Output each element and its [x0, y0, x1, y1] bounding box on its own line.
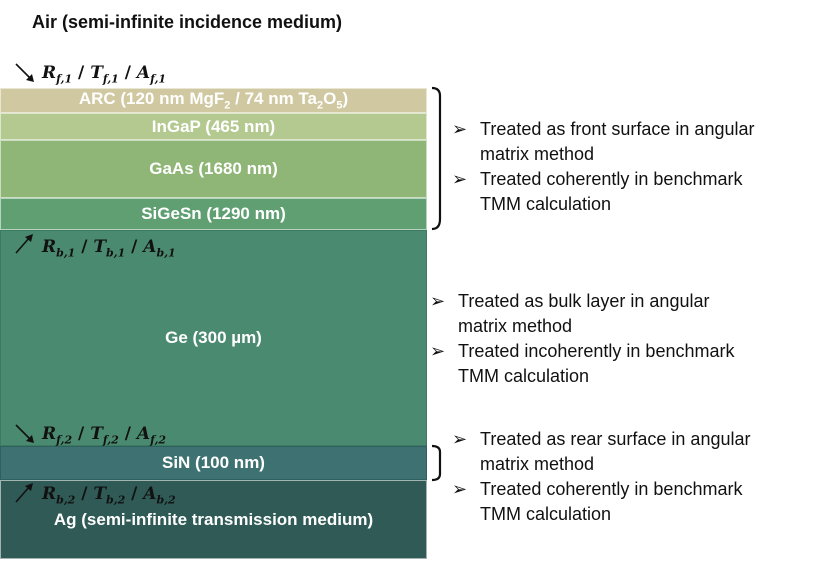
rear-stack-bracket [431, 444, 442, 482]
coefficients-front-1: Rf,1 / Tf,1 / Af,1 [42, 63, 167, 86]
incidence-medium-label: Air (semi-infinite incidence medium) [32, 12, 343, 32]
reflected-arrow-icon [15, 483, 33, 503]
reflected-arrow-icon [15, 234, 33, 254]
layer-ingap: InGaP (465 nm) [0, 113, 427, 140]
layer-sin-label: SiN (100 nm) [162, 453, 265, 472]
layer-arc-label: ARC (120 nm MgF2 / 74 nm Ta2O5) [78, 89, 349, 112]
layer-ge: Ge (300 µm) [0, 230, 427, 446]
incident-arrow-icon [15, 63, 34, 82]
arrow-bullet-icon: ➢ [452, 169, 468, 189]
bulk-layer-notes: ➢ Treated as bulk layer in angular matrix… [430, 291, 735, 386]
arrow-bullet-icon: ➢ [452, 429, 468, 449]
layer-ag-label: Ag (semi-infinite transmission medium) [53, 510, 374, 529]
layer-ingap-label: InGaP (465 nm) [151, 116, 276, 136]
layer-sin: SiN (100 nm) [0, 446, 427, 480]
incident-arrow-icon [15, 424, 34, 443]
layer-ge-label: Ge (300 µm) [165, 328, 262, 347]
layer-sigesn-label: SiGeSn (1290 nm) [141, 204, 286, 223]
arrow-bullet-icon: ➢ [430, 341, 446, 361]
coefficients-back-2: Rb,2 / Tb,2 / Ab,2 [42, 484, 176, 507]
arrow-bullet-icon: ➢ [452, 479, 468, 499]
layer-sigesn: SiGeSn (1290 nm) [0, 198, 427, 230]
arrow-bullet-icon: ➢ [430, 291, 446, 311]
layer-arc: ARC (120 nm MgF2 / 74 nm Ta2O5) [0, 88, 427, 113]
layer-ag: Ag (semi-infinite transmission medium) [0, 480, 427, 559]
arrow-bullet-icon: ➢ [452, 119, 468, 139]
layer-gaas-label: GaAs (1680 nm) [149, 159, 278, 178]
front-surface-notes: ➢ Treated as front surface in angular mat… [452, 119, 755, 214]
coefficients-front-2: Rf,2 / Tf,2 / Af,2 [42, 424, 167, 447]
front-stack-bracket [431, 86, 442, 231]
rear-surface-notes: ➢ Treated as rear surface in angular matr… [452, 429, 751, 524]
layer-gaas: GaAs (1680 nm) [0, 140, 427, 198]
coefficients-back-1: Rb,1 / Tb,1 / Ab,1 [42, 237, 176, 260]
